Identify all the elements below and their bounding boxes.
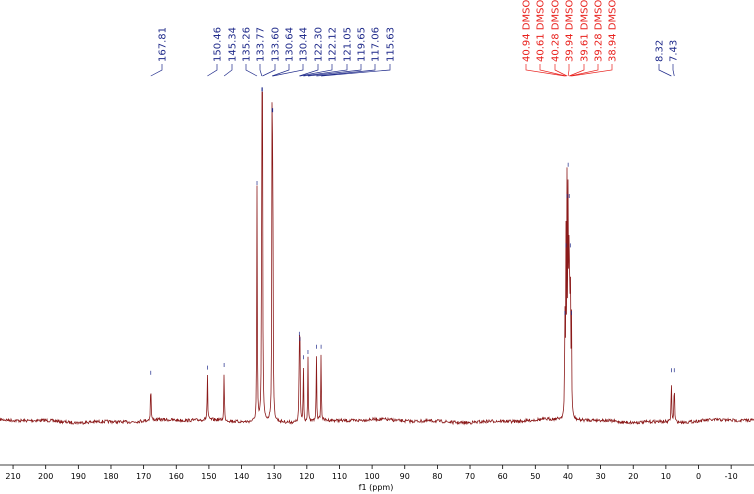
peak-label-connector <box>569 64 585 77</box>
x-tick-label: 50 <box>530 472 540 481</box>
peak-label: 115.63 <box>386 27 397 62</box>
x-tick-label: 110 <box>332 472 347 481</box>
peak-label-connector <box>271 64 290 77</box>
peak-label: 133.60 <box>271 27 282 62</box>
peak-label: 133.77 <box>256 27 267 62</box>
peak-label: 135.26 <box>242 27 253 62</box>
peak-label: 121.05 <box>343 27 354 62</box>
peak-label-connector <box>571 64 613 77</box>
peak-label: 117.06 <box>371 27 382 62</box>
peak-label-connector <box>299 64 333 77</box>
peak-label: 39.94 DMSO <box>565 0 576 62</box>
spectrum-trace <box>0 91 754 426</box>
peak-label-connector <box>316 64 376 77</box>
x-tick-label: 170 <box>136 472 151 481</box>
peak-label: 130.64 <box>285 27 296 62</box>
x-tick-label: 140 <box>234 472 249 481</box>
peak-label: 145.34 <box>228 27 239 62</box>
peak-label-connector <box>658 64 672 77</box>
x-tick-label: 80 <box>432 472 442 481</box>
peak-label: 39.61 DMSO <box>580 0 591 62</box>
peak-label: 7.43 <box>669 40 680 62</box>
x-axis-title: f1 (ppm) <box>359 483 394 492</box>
x-tick-label: 150 <box>201 472 216 481</box>
x-tick-label: 70 <box>465 472 475 481</box>
peak-label: 40.28 DMSO <box>551 0 562 62</box>
peak-label-connector <box>307 64 362 77</box>
peak-label-connector <box>525 64 565 77</box>
peak-label-connector <box>303 64 348 77</box>
x-tick-label: 190 <box>71 472 86 481</box>
peak-label: 122.30 <box>314 27 325 62</box>
peak-label-connector <box>272 64 304 77</box>
peak-label-connector <box>207 64 218 77</box>
peak-label-connector <box>245 64 258 77</box>
peak-label: 150.46 <box>213 27 224 62</box>
peak-label: 39.28 DMSO <box>594 0 605 62</box>
x-tick-label: 160 <box>169 472 184 481</box>
x-tick-label: -10 <box>725 472 738 481</box>
peak-label-connector <box>223 64 233 77</box>
peak-label-connector <box>570 64 599 77</box>
peak-label: 40.61 DMSO <box>536 0 547 62</box>
peak-label: 119.65 <box>357 27 368 62</box>
peak-label-connector <box>539 64 567 77</box>
peak-markers <box>150 87 675 375</box>
x-tick-label: 10 <box>661 472 671 481</box>
peak-label-connector <box>262 64 276 77</box>
peak-label: 122.12 <box>328 27 339 62</box>
peak-label: 167.81 <box>158 27 169 62</box>
peak-label: 38.94 DMSO <box>608 0 619 62</box>
peak-label-connector <box>672 64 675 77</box>
peak-label: 40.94 DMSO <box>522 0 533 62</box>
x-tick-label: 40 <box>563 472 573 481</box>
peak-label-connector <box>567 64 570 77</box>
peak-label-connector <box>150 64 163 77</box>
x-tick-label: 0 <box>696 472 701 481</box>
x-tick-label: 20 <box>628 472 638 481</box>
x-tick-label: 120 <box>299 472 314 481</box>
peak-label: 130.44 <box>299 27 310 62</box>
x-tick-label: 200 <box>38 472 53 481</box>
x-tick-label: 60 <box>498 472 508 481</box>
x-tick-label: 90 <box>400 472 410 481</box>
peak-label-connector <box>554 64 568 77</box>
x-tick-label: 100 <box>364 472 379 481</box>
x-tick-label: 210 <box>5 472 20 481</box>
x-tick-label: 130 <box>267 472 282 481</box>
x-axis-ticks: 210 200 190 180 170 160 150 140 130 120 110 100 90 80… <box>5 465 738 481</box>
peak-labels: 167.81 150.46 145.34 135.26 133.77 133.60 130.… <box>150 0 680 77</box>
x-tick-label: 30 <box>595 472 605 481</box>
peak-label-connector <box>259 64 263 77</box>
peak-label-connector <box>299 64 319 77</box>
peak-label: 8.32 <box>655 40 666 62</box>
peak-label-connector <box>321 64 391 77</box>
x-tick-label: 180 <box>103 472 118 481</box>
